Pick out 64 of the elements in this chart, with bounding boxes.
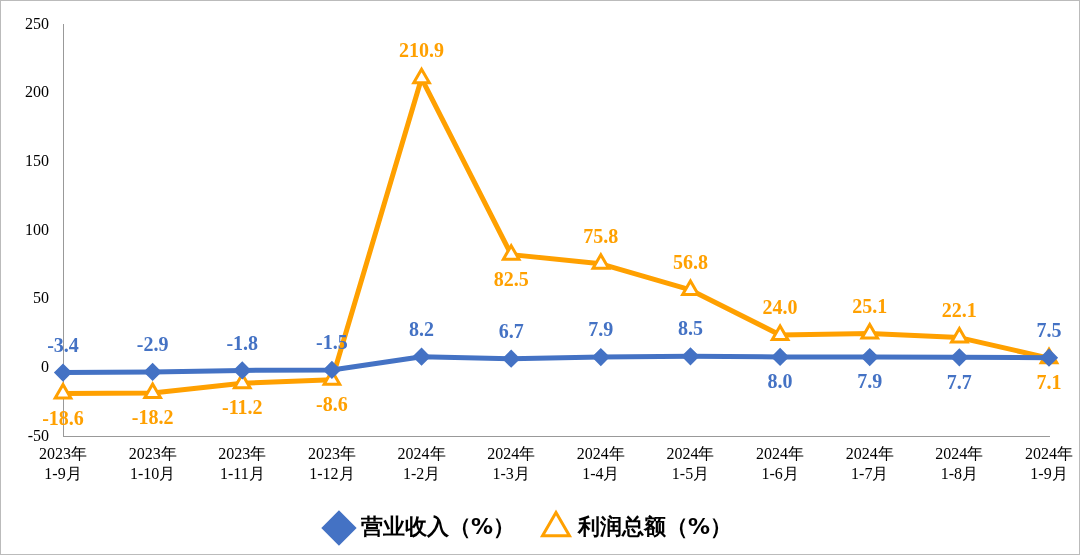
- point: [681, 347, 699, 365]
- point: [143, 382, 162, 399]
- point: [950, 327, 969, 344]
- point: [53, 382, 73, 400]
- data-label: 7.7: [946, 370, 972, 393]
- data-label: 82.5: [493, 267, 529, 290]
- data-label: -18.2: [131, 406, 174, 429]
- data-label: 25.1: [852, 294, 888, 317]
- y-tick-label: 200: [25, 83, 49, 101]
- data-label: 7.9: [588, 318, 614, 341]
- y-tick-label: 100: [25, 220, 49, 238]
- data-label: -11.2: [221, 396, 263, 419]
- point: [54, 364, 72, 382]
- point: [591, 253, 611, 270]
- x-tick-label: 2024年 1-9月: [1025, 445, 1073, 482]
- point: [413, 348, 431, 366]
- point: [144, 363, 162, 381]
- data-label: -2.9: [136, 333, 169, 356]
- data-label: 7.5: [1036, 318, 1062, 341]
- data-label: 7.9: [857, 370, 883, 393]
- data-label: 210.9: [399, 39, 445, 62]
- x-tick-label: 2024年 1-8月: [935, 445, 984, 482]
- data-label: 7.1: [1036, 371, 1062, 394]
- point: [501, 244, 521, 261]
- x-tick-label: 2023年 1-11月: [218, 445, 267, 482]
- data-label: -3.4: [47, 333, 79, 356]
- point: [233, 361, 251, 379]
- y-tick-label: 0: [41, 358, 49, 376]
- point: [860, 322, 880, 340]
- y-tick-label: 250: [25, 14, 49, 32]
- point: [502, 350, 520, 368]
- y-tick-label: -50: [27, 426, 49, 444]
- point: [681, 279, 700, 296]
- x-tick-label: 2024年 1-2月: [397, 445, 446, 482]
- data-label: -8.6: [316, 392, 348, 415]
- data-label: 8.2: [409, 317, 435, 340]
- x-tick-label: 2024年 1-5月: [666, 445, 715, 482]
- point: [771, 348, 789, 366]
- data-label: 24.0: [762, 296, 798, 319]
- point: [861, 348, 879, 366]
- x-tick-label: 2024年 1-4月: [576, 445, 625, 482]
- point: [412, 67, 431, 85]
- point: [770, 324, 790, 341]
- x-tick-label: 2023年 1-9月: [39, 445, 87, 482]
- legend-label: 营业收入（%）: [359, 513, 515, 539]
- point: [323, 361, 341, 379]
- point: [592, 348, 610, 366]
- x-tick-label: 2024年 1-3月: [487, 445, 536, 482]
- data-label: 22.1: [941, 298, 977, 321]
- data-label: 75.8: [583, 225, 619, 248]
- x-tick-label: 2024年 1-7月: [845, 445, 894, 482]
- data-label: 8.0: [767, 370, 793, 393]
- x-tick-label: 2023年 1-12月: [307, 445, 356, 482]
- point: [950, 348, 968, 366]
- x-tick-label: 2024年 1-6月: [756, 445, 805, 482]
- data-label: 8.5: [677, 317, 703, 340]
- data-label: 6.7: [498, 319, 524, 342]
- legend-label: 利润总额（%）: [577, 513, 733, 539]
- data-label: 56.8: [672, 251, 708, 274]
- y-tick-label: 150: [25, 152, 49, 170]
- y-tick-label: 50: [33, 289, 49, 307]
- x-tick-label: 2023年 1-10月: [128, 445, 177, 482]
- data-label: -1.8: [226, 331, 259, 354]
- data-label: -18.6: [42, 406, 84, 429]
